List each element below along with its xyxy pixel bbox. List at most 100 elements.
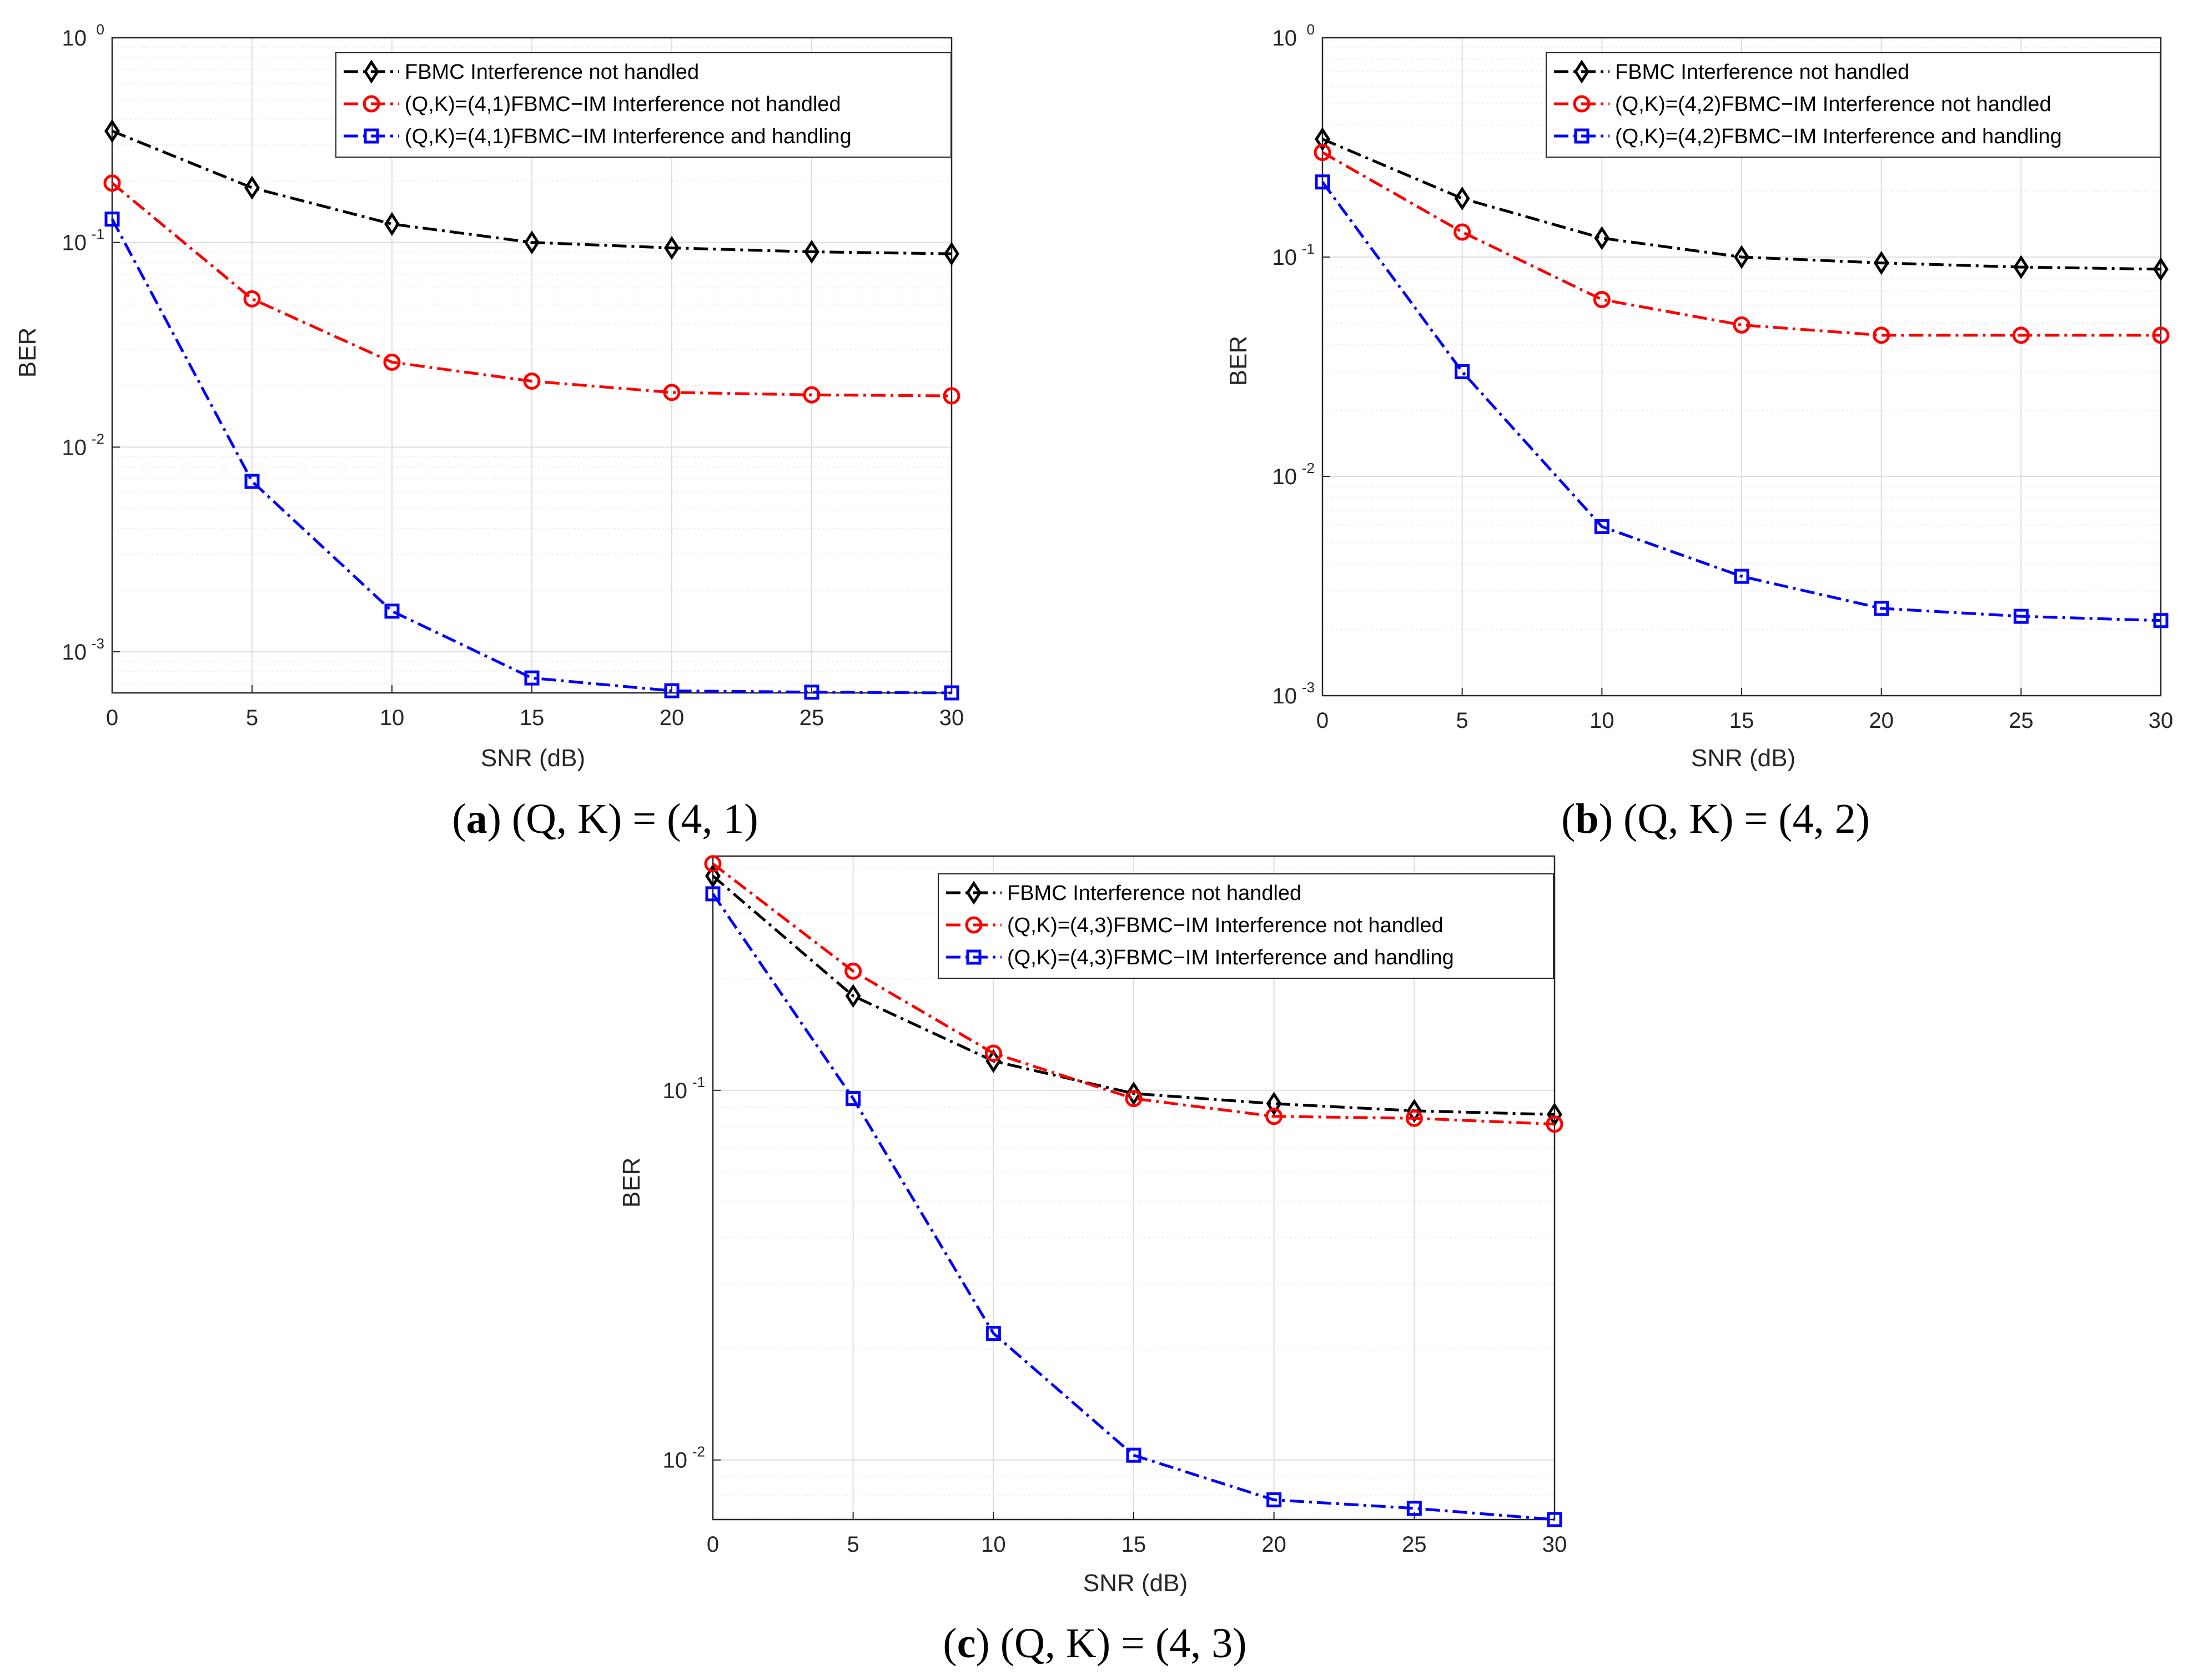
data-point: [704, 855, 722, 873]
data-point: [705, 886, 721, 902]
data-point: [2012, 326, 2030, 344]
y-tick-label: 10: [663, 1079, 688, 1103]
legend-box: [938, 873, 1554, 979]
data-point: [2153, 257, 2169, 281]
legend-marker: [1574, 59, 1590, 84]
legend-marker: [363, 95, 380, 113]
series-2: [1315, 174, 2169, 628]
data-point: [803, 386, 821, 404]
data-point: [845, 984, 861, 1008]
y-tick-exponent: -3: [1302, 679, 1315, 696]
x-tick-label: 25: [2009, 708, 2034, 733]
data-point: [1126, 1447, 1141, 1463]
y-tick-label: 10: [1272, 465, 1297, 489]
series-1: [103, 174, 960, 405]
data-point: [104, 119, 120, 143]
data-point: [984, 1044, 1002, 1062]
legend-entry: (Q,K)=(4,1)FBMC−IM Interference and hand…: [405, 125, 852, 148]
series-0: [104, 119, 959, 266]
caption-text: (Q, K) = (4, 2): [1613, 796, 1870, 842]
legend-marker: [364, 128, 379, 144]
series-line: [111, 182, 952, 398]
caption-letter: b: [1575, 796, 1598, 842]
legend-box: [1546, 52, 2161, 158]
y-tick-label: 10: [1272, 26, 1297, 51]
caption-c: (c) (Q, K) = (4, 3): [943, 1620, 1246, 1667]
data-point: [2013, 255, 2029, 279]
x-tick-label: 15: [1121, 1532, 1146, 1557]
data-point: [705, 864, 721, 888]
data-point: [1734, 245, 1749, 269]
y-tick-label: 10: [1272, 245, 1297, 270]
caption-text: (Q, K) = (4, 3): [990, 1620, 1247, 1667]
y-tick-label: 10: [663, 1448, 688, 1473]
y-tick-base: 10: [1272, 684, 1297, 708]
caption-letter: a: [466, 796, 487, 842]
legend-marker: [1574, 128, 1590, 144]
data-point: [1406, 1099, 1422, 1123]
data-point: [244, 175, 260, 200]
legend-box: [335, 52, 952, 158]
legend-entry: FBMC Interference not handled: [405, 61, 699, 84]
caption-b: (b) (Q, K) = (4, 2): [1561, 796, 1870, 842]
series-1: [1314, 144, 2170, 344]
data-point: [1405, 1109, 1423, 1127]
data-point: [1265, 1108, 1283, 1125]
data-point: [1125, 1090, 1143, 1108]
legend-marker: [965, 916, 983, 934]
legend-entry: FBMC Interference not handled: [1007, 882, 1301, 905]
x-axis-label: SNR (dB): [1083, 1570, 1188, 1597]
caption-text: (Q, K) = (4, 1): [501, 796, 758, 842]
data-point: [243, 290, 261, 308]
y-tick-base: 10: [1272, 26, 1297, 51]
data-point: [844, 962, 862, 980]
data-point: [664, 235, 680, 260]
legend-marker: [966, 881, 982, 905]
legend-entry: (Q,K)=(4,2)FBMC−IM Interference and hand…: [1615, 125, 2062, 148]
chart-panel-b: 10 -3 10 -2 10 -1 10 0 0 5 10 15 20 25 30 FBMC Interfer…: [1225, 21, 2173, 842]
series-line: [112, 129, 952, 255]
x-tick-label: 10: [380, 706, 405, 730]
y-tick-exponent: -1: [92, 226, 104, 243]
data-point: [1547, 1512, 1562, 1527]
legend-entry: (Q,K)=(4,1)FBMC−IM Interference not hand…: [405, 93, 841, 116]
data-point: [1593, 291, 1611, 309]
data-point: [944, 242, 959, 266]
y-tick-base: 10: [1272, 245, 1297, 270]
legend-entry: (Q,K)=(4,3)FBMC−IM Interference and hand…: [1007, 946, 1454, 969]
y-tick-base: 10: [62, 435, 87, 460]
x-tick-label: 5: [847, 1532, 859, 1557]
series-2: [104, 212, 959, 701]
y-tick-exponent: -1: [692, 1074, 705, 1090]
y-tick-base: 10: [663, 1079, 688, 1103]
x-tick-label: 0: [1316, 708, 1329, 733]
series-line: [712, 862, 1555, 1126]
y-tick-base: 10: [62, 231, 87, 255]
data-point: [524, 230, 540, 255]
data-point: [664, 683, 680, 698]
y-tick-base: 10: [663, 1448, 688, 1473]
legend-entry: (Q,K)=(4,2)FBMC−IM Interference not hand…: [1615, 93, 2051, 116]
data-point: [1873, 326, 1890, 344]
y-axis-label: BER: [14, 328, 41, 378]
y-tick-base: 10: [62, 26, 87, 51]
x-tick-label: 25: [1402, 1532, 1427, 1557]
data-point: [2153, 613, 2169, 628]
x-tick-label: 30: [939, 706, 964, 730]
plot-area: 10 -3 10 -2 10 -1 10 0 0 5 10 15 20 25 30 FBMC Interfer…: [62, 21, 964, 730]
series-line: [1321, 181, 2161, 622]
x-tick-label: 30: [2149, 708, 2174, 733]
data-point: [1315, 174, 1330, 190]
x-tick-label: 15: [1729, 708, 1754, 733]
series-1: [704, 855, 1563, 1133]
data-point: [1266, 1492, 1282, 1508]
y-tick-exponent: 0: [1307, 21, 1315, 38]
data-point: [1873, 251, 1889, 275]
data-point: [1406, 1501, 1422, 1516]
x-tick-label: 10: [1590, 708, 1614, 733]
data-point: [1314, 144, 1331, 162]
x-tick-label: 0: [707, 1532, 719, 1557]
data-point: [1266, 1092, 1282, 1116]
